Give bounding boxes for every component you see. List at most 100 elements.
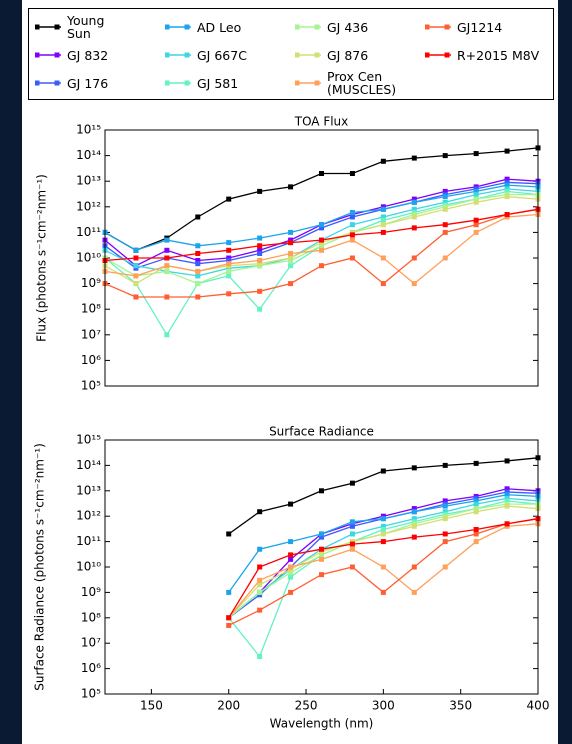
point [226,247,232,253]
point [226,531,232,537]
point [442,516,448,522]
legend-swatch [295,80,321,86]
point [473,531,479,537]
point [473,509,479,515]
legend-item: GJ 581 [165,69,295,97]
legend-swatch [35,24,61,30]
chart-title: TOA Flux [294,115,349,129]
point [164,268,170,274]
legend-marker [35,80,40,86]
legend-item: AD Leo [165,13,295,41]
legend-marker [314,24,320,30]
point [195,273,201,279]
point [164,263,170,269]
point [288,263,294,269]
point [319,531,324,537]
point [504,182,510,188]
y-tick-label: 10⁶ [81,353,101,367]
point [349,222,355,228]
point [195,268,201,274]
legend-label: GJ1214 [457,19,503,35]
point [257,235,263,241]
x-tick-label: 150 [140,699,163,713]
point [504,503,510,509]
legend-marker [425,52,430,58]
point [442,498,448,504]
point [257,288,263,294]
series-line [228,491,539,619]
legend-marker [54,52,60,58]
point [288,184,294,190]
y-tick-label: 10¹⁴ [76,148,101,162]
point [473,539,479,545]
point [473,196,479,202]
legend-marker [314,80,320,86]
point [380,255,386,261]
legend-marker [35,52,40,58]
point [164,247,170,253]
point [319,225,324,231]
point [349,170,355,176]
legend-marker [184,24,190,30]
point [319,247,324,253]
x-tick-label: 300 [372,699,395,713]
point [380,531,386,537]
point [319,552,324,558]
point [257,257,263,263]
legend-swatch [295,52,321,58]
point [380,217,386,223]
legend-marker [295,24,300,30]
series-line [104,188,539,277]
point [195,214,201,220]
legend-marker [184,80,190,86]
point [288,240,294,246]
point [380,589,386,595]
point [411,196,417,202]
legend-swatch [425,52,451,58]
point [288,552,294,558]
legend-item: Young Sun [35,13,165,41]
point [473,222,479,228]
point [411,506,417,512]
point [288,570,294,576]
legend-swatch [295,24,321,30]
point [504,194,510,200]
point [288,574,294,580]
x-axis-label: Wavelength (nm) [270,717,374,731]
series-line [104,190,539,337]
point [473,501,479,507]
y-axis-label: Surface Radiance (photons s⁻¹cm⁻²nm⁻¹) [33,443,47,691]
legend-swatch [165,24,191,30]
point [473,506,479,512]
legend-item: GJ 876 [295,41,425,69]
point [319,243,324,249]
y-tick-label: 10¹⁵ [76,123,101,137]
point [473,498,479,504]
y-tick-label: 10¹¹ [76,534,101,548]
y-tick-label: 10¹¹ [76,225,101,239]
point [257,564,263,570]
point [195,294,201,300]
y-tick-label: 10⁹ [81,585,101,599]
point [133,263,139,269]
y-tick-label: 10⁸ [81,302,101,316]
point [349,480,355,486]
point [226,615,232,621]
point [380,158,386,164]
point [504,486,510,492]
point [442,462,448,468]
point [380,281,386,287]
legend-marker [444,24,450,30]
legend-marker [165,80,170,86]
point [411,534,417,540]
point [226,257,232,263]
plot-frame [104,129,539,387]
point [380,539,386,545]
point [442,539,448,545]
point [226,622,232,628]
y-tick-label: 10¹³ [76,174,101,188]
y-tick-label: 10⁷ [81,327,101,341]
legend-marker [165,24,170,30]
